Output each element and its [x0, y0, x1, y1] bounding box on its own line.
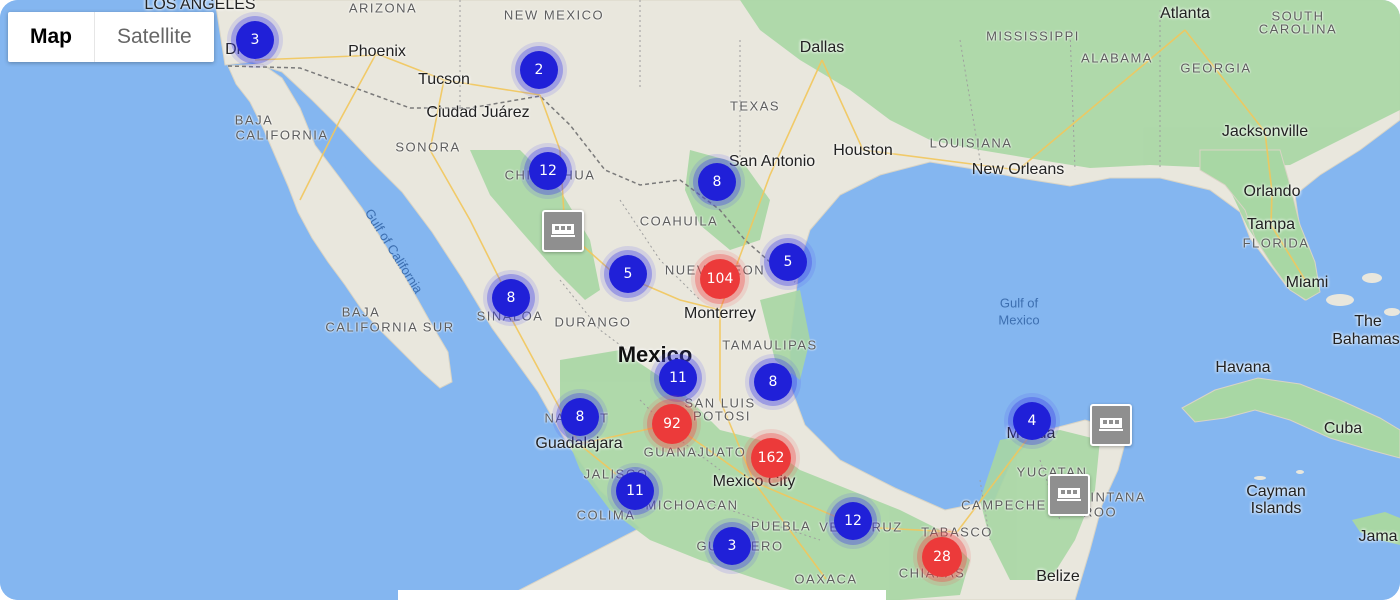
jamaica-island [1352, 512, 1400, 545]
bahamas-islands [1326, 273, 1400, 316]
roads [254, 29, 1308, 580]
marker-cluster-red[interactable]: 104 [700, 259, 740, 299]
marker-cluster-blue[interactable]: 11 [616, 472, 654, 510]
marker-cluster-blue[interactable]: 8 [698, 163, 736, 201]
train-icon [551, 224, 575, 237]
marker-cluster-blue[interactable]: 8 [754, 363, 792, 401]
bottom-panel-edge [398, 590, 886, 600]
cuba-island [1181, 377, 1400, 459]
rail-marker[interactable] [1048, 474, 1090, 516]
marker-cluster-blue[interactable]: 5 [769, 243, 807, 281]
map-type-control: Map Satellite [8, 12, 214, 62]
train-icon [1057, 488, 1081, 501]
marker-cluster-red[interactable]: 92 [652, 404, 692, 444]
marker-cluster-blue[interactable]: 5 [609, 255, 647, 293]
marker-cluster-blue[interactable]: 11 [659, 359, 697, 397]
marker-cluster-blue[interactable]: 4 [1013, 402, 1051, 440]
marker-cluster-blue[interactable]: 2 [520, 51, 558, 89]
marker-cluster-blue[interactable]: 8 [561, 398, 599, 436]
marker-cluster-blue[interactable]: 12 [529, 152, 567, 190]
satellite-view-button[interactable]: Satellite [117, 25, 192, 48]
rail-marker[interactable] [1090, 404, 1132, 446]
map-view-button[interactable]: Map [8, 12, 95, 62]
us-mexico-border [227, 65, 796, 283]
marker-cluster-blue[interactable]: 3 [713, 527, 751, 565]
train-icon [1099, 418, 1123, 431]
gulf-of-california-water [300, 100, 462, 305]
marker-cluster-red[interactable]: 28 [922, 537, 962, 577]
rail-marker[interactable] [542, 210, 584, 252]
marker-cluster-blue[interactable]: 3 [236, 21, 274, 59]
baja-peninsula [227, 63, 453, 389]
marker-cluster-blue[interactable]: 8 [492, 279, 530, 317]
cayman-islands [1254, 470, 1304, 480]
marker-cluster-red[interactable]: 162 [751, 438, 791, 478]
marker-cluster-blue[interactable]: 12 [834, 502, 872, 540]
florida-land [1199, 149, 1321, 301]
